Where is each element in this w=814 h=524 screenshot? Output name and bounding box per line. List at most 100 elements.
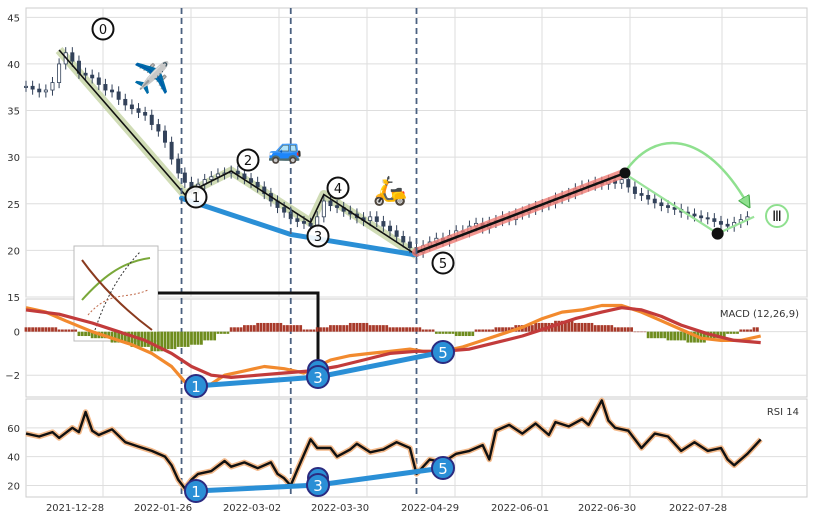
macd-histogram-bar — [590, 322, 594, 332]
macd-histogram-bar — [428, 329, 432, 332]
divergence-badge-text: 5 — [438, 460, 448, 478]
macd-histogram-bar — [199, 331, 203, 345]
macd-histogram-bar — [355, 322, 359, 332]
macd-histogram-bar — [219, 331, 223, 334]
macd-histogram-bar — [325, 327, 329, 332]
macd-histogram-bar — [736, 331, 739, 334]
candle-body — [57, 63, 62, 83]
macd-histogram-bar — [345, 325, 349, 332]
divergence-badge-text: 3 — [313, 369, 323, 387]
macd-histogram-bar — [352, 322, 356, 332]
macd-histogram-bar — [256, 322, 260, 332]
macd-histogram-bar — [474, 329, 478, 332]
macd-histogram-bar — [77, 331, 81, 337]
candle-body — [632, 186, 637, 194]
candle-body — [639, 193, 644, 196]
candle-body — [162, 130, 167, 143]
macd-histogram-bar — [279, 322, 283, 332]
candle-body — [394, 230, 399, 237]
rsi-y-tick-label: 60 — [7, 424, 20, 435]
macd-histogram-bar — [570, 320, 574, 332]
macd-histogram-bar — [497, 327, 501, 332]
macd-histogram-bar — [87, 331, 91, 337]
macd-histogram-bar — [646, 331, 650, 339]
candle-body — [90, 74, 95, 79]
macd-histogram-bar — [292, 325, 296, 332]
macd-histogram-bar — [64, 329, 68, 332]
candle-body — [215, 173, 220, 178]
macd-histogram-bar — [534, 322, 538, 332]
macd-histogram-bar — [269, 322, 273, 332]
candle-body — [308, 222, 313, 227]
macd-histogram-bar — [362, 322, 365, 332]
macd-histogram-bar — [276, 322, 279, 332]
candle-body — [301, 221, 306, 224]
macd-histogram-bar — [338, 325, 342, 332]
macd-histogram-bar — [44, 327, 48, 332]
price-y-tick-label: 15 — [7, 293, 20, 304]
macd-histogram-bar — [173, 331, 177, 350]
candle-body — [96, 77, 101, 85]
macd-histogram-bar — [676, 331, 680, 341]
candle-body — [652, 198, 657, 204]
macd-histogram-bar — [372, 325, 375, 332]
macd-histogram-bar — [246, 325, 250, 332]
macd-histogram-bar — [120, 331, 124, 343]
candle-body — [149, 114, 154, 125]
macd-histogram-bar — [633, 331, 637, 333]
macd-histogram-bar — [322, 327, 326, 332]
macd-histogram-bar — [329, 325, 332, 332]
macd-histogram-bar — [302, 329, 306, 332]
x-tick-label: 2022-03-02 — [223, 503, 281, 514]
macd-histogram-bar — [74, 329, 78, 332]
macd-histogram-bar — [70, 329, 74, 332]
macd-histogram-bar — [315, 327, 319, 332]
macd-histogram-bar — [24, 327, 28, 332]
macd-histogram-bar — [448, 331, 451, 334]
divergence-badge-circle — [431, 340, 455, 364]
macd-histogram-bar — [587, 322, 590, 332]
macd-histogram-bar — [438, 331, 442, 334]
divergence-badge-text: 1 — [191, 483, 201, 501]
candle-body — [23, 85, 28, 88]
macd-histogram-bar — [603, 325, 607, 332]
candle-body — [129, 104, 134, 110]
macd-histogram-bar — [441, 331, 445, 334]
macd-histogram-bar — [752, 327, 756, 332]
macd-histogram-bar — [411, 327, 415, 332]
wave-label-text: 2 — [244, 154, 252, 169]
macd-histogram-bar — [481, 329, 485, 332]
wave-label-circle — [306, 224, 330, 248]
macd-histogram-bar — [239, 327, 243, 332]
macd-histogram-bar — [153, 331, 157, 352]
connector-line — [158, 291, 320, 372]
macd-histogram-bar — [418, 327, 422, 332]
wave-label-circle — [431, 251, 455, 275]
macd-histogram-bar — [398, 327, 402, 332]
macd-histogram-bar — [524, 325, 528, 332]
macd-histogram-bar — [41, 327, 44, 332]
candle-body — [50, 82, 55, 91]
macd-histogram-bar — [233, 327, 236, 332]
macd-histogram-bar — [471, 331, 475, 337]
macd-histogram-bar — [312, 329, 316, 332]
macd-histogram-bar — [679, 331, 683, 341]
macd-histogram-bar — [130, 331, 134, 347]
candle-body — [43, 89, 48, 93]
candle-body — [666, 205, 671, 208]
macd-histogram-bar — [610, 325, 614, 332]
macd-histogram-bar — [388, 327, 392, 332]
macd-histogram-bar — [27, 327, 31, 332]
macd-histogram-bar — [163, 331, 167, 350]
macd-histogram-bar — [623, 327, 627, 332]
macd-histogram-bar — [477, 329, 481, 332]
macd-histogram-bar — [640, 331, 643, 333]
macd-histogram-bar — [378, 325, 382, 332]
macd-histogram-bar — [527, 325, 531, 332]
price-divergence-line — [179, 195, 419, 258]
macd-histogram-bar — [749, 329, 753, 332]
wave-label-text: 0 — [99, 23, 107, 38]
price-y-tick-label: 45 — [7, 13, 20, 24]
macd-histogram-bar — [183, 331, 187, 347]
